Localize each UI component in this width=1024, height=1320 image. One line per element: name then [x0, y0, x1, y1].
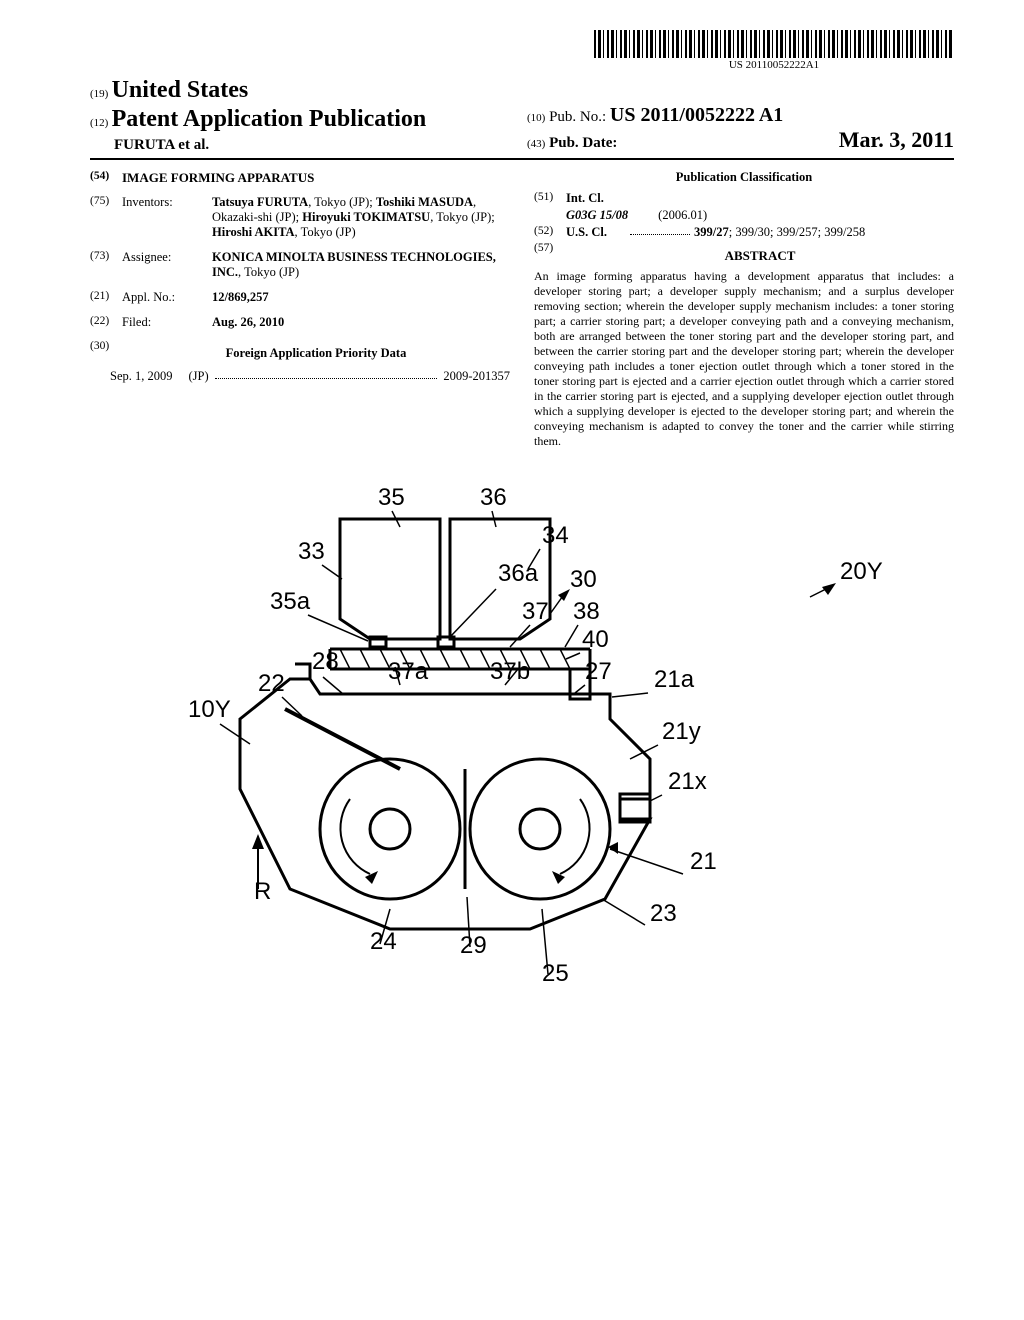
abstract-num: (57): [534, 242, 566, 268]
appl-value: 12/869,257: [212, 290, 510, 305]
priority-app: 2009-201357: [443, 369, 510, 384]
uscl-label: U.S. Cl.: [566, 225, 626, 240]
figure-label: R: [254, 878, 271, 905]
pub-date-label: Pub. Date:: [549, 135, 617, 151]
figure-label: 34: [542, 522, 569, 549]
figure-label: 35: [378, 484, 405, 511]
title-num: (54): [90, 170, 122, 186]
country-num: (19): [90, 88, 108, 100]
barcode-label: US 20110052222A1: [594, 59, 954, 72]
priority-country: (JP): [189, 369, 209, 384]
doc-type: Patent Application Publication: [112, 106, 427, 132]
figure-label: 22: [258, 670, 285, 697]
figure-label: 30: [570, 566, 597, 593]
abstract-body: An image forming apparatus having a deve…: [534, 269, 954, 449]
figure-area: 21 22 23 24 25 27 28 29 30 33 34 35 36 37 3840 35a 36a 20…: [90, 469, 954, 1009]
priority-heading: Foreign Application Priority Data: [122, 346, 510, 361]
pub-date-num: (43): [527, 138, 545, 150]
figure-label: 40: [582, 626, 609, 653]
uscl-value: 399/27; 399/30; 399/257; 399/258: [694, 225, 865, 240]
dots-leader: [215, 369, 438, 379]
pub-no-num: (10): [527, 112, 545, 124]
figure-label: 10Y: [188, 696, 231, 723]
figure-label: 36: [480, 484, 507, 511]
inventors-num: (75): [90, 195, 122, 240]
pub-date-value: Mar. 3, 2011: [839, 127, 954, 153]
assignee-value: KONICA MINOLTA BUSINESS TECHNOLOGIES, IN…: [212, 250, 510, 280]
patent-figure: 21 22 23 24 25 27 28 29 30 33 34 35 36 37 3840 35a 36a 20…: [110, 469, 920, 1009]
intcl-num: (51): [534, 191, 566, 206]
inventors-label: Inventors:: [122, 195, 212, 240]
intcl-code: G03G 15/08: [566, 208, 628, 223]
left-column: (54) IMAGE FORMING APPARATUS (75) Invent…: [90, 170, 510, 450]
abstract-heading: ABSTRACT: [566, 248, 954, 264]
figure-label: 21a: [654, 666, 695, 693]
doc-type-num: (12): [90, 117, 108, 129]
figure-label: 35a: [270, 588, 311, 615]
bibliographic-columns: (54) IMAGE FORMING APPARATUS (75) Invent…: [90, 170, 954, 450]
intcl-year: (2006.01): [658, 208, 707, 223]
priority-num: (30): [90, 340, 122, 367]
intcl-label: Int. Cl.: [566, 191, 626, 206]
appl-label: Appl. No.:: [122, 290, 212, 305]
figure-label: 20Y: [840, 558, 883, 585]
barcode-stripes: [594, 30, 954, 58]
figure-label: 38: [573, 598, 600, 625]
figure-label: 27: [585, 658, 612, 685]
appl-num-num: (21): [90, 290, 122, 305]
figure-label: 33: [298, 538, 325, 565]
assignee-num: (73): [90, 250, 122, 280]
author-line: FURUTA et al.: [90, 136, 517, 154]
figure-label: 37: [522, 598, 549, 625]
dots-leader-2: [630, 225, 690, 235]
pub-no-label: Pub. No.:: [549, 109, 606, 125]
header: (19) United States (12) Patent Applicati…: [90, 76, 954, 160]
figure-label: 29: [460, 932, 487, 959]
figure-label: 21y: [662, 718, 701, 745]
assignee-label: Assignee:: [122, 250, 212, 280]
uscl-num: (52): [534, 225, 566, 240]
figure-label: 28: [312, 648, 339, 675]
figure-label: 36a: [498, 560, 539, 587]
figure-label: 21x: [668, 768, 707, 795]
figure-label: 37b: [490, 658, 530, 685]
filed-num: (22): [90, 315, 122, 330]
figure-label: 37a: [388, 658, 429, 685]
barcode-block: US 20110052222A1: [90, 30, 954, 72]
priority-date: Sep. 1, 2009: [110, 369, 173, 384]
figure-label: 23: [650, 900, 677, 927]
filed-value: Aug. 26, 2010: [212, 315, 510, 330]
classification-heading: Publication Classification: [534, 170, 954, 185]
figure-label: 25: [542, 960, 569, 987]
filed-label: Filed:: [122, 315, 212, 330]
right-column: Publication Classification (51) Int. Cl.…: [534, 170, 954, 450]
inventors-value: Tatsuya FURUTA, Tokyo (JP); Toshiki MASU…: [212, 195, 510, 240]
pub-no-value: US 2011/0052222 A1: [610, 104, 783, 126]
country: United States: [112, 77, 249, 103]
invention-title: IMAGE FORMING APPARATUS: [122, 170, 314, 186]
figure-label: 21: [690, 848, 717, 875]
figure-label: 24: [370, 928, 397, 955]
